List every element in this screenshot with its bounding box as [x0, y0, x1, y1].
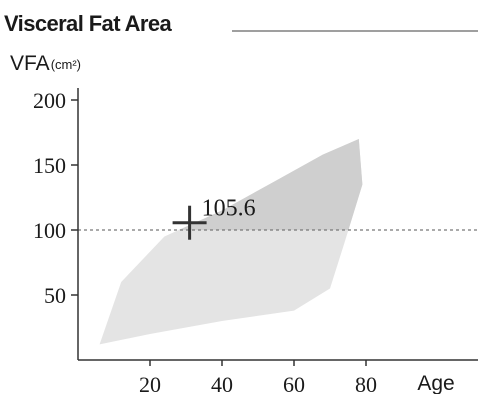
y-axis-label-unit: (cm²): [51, 57, 81, 72]
x-tick-label: 40: [211, 372, 233, 394]
data-point-label: 105.6: [202, 196, 256, 222]
reference-band: [99, 139, 363, 345]
data-points: 105.6: [172, 196, 256, 240]
y-ticks: 50 100 150 200: [33, 88, 78, 308]
y-tick-label: 50: [44, 283, 66, 308]
x-tick-label: 60: [283, 372, 305, 394]
y-axis-label: VFA(cm²): [10, 52, 81, 75]
chart-title: Visceral Fat Area: [4, 11, 172, 36]
data-point: 105.6: [172, 196, 256, 240]
y-tick-label: 150: [33, 153, 66, 178]
x-tick-label: 80: [355, 372, 377, 394]
y-tick-label: 200: [33, 88, 66, 113]
x-tick-label: 20: [139, 372, 161, 394]
y-axis-label-main: VFA: [10, 52, 50, 75]
y-tick-label: 100: [33, 218, 66, 243]
x-axis-label: Age: [417, 372, 454, 394]
x-ticks: 20 40 60 80: [139, 360, 377, 394]
